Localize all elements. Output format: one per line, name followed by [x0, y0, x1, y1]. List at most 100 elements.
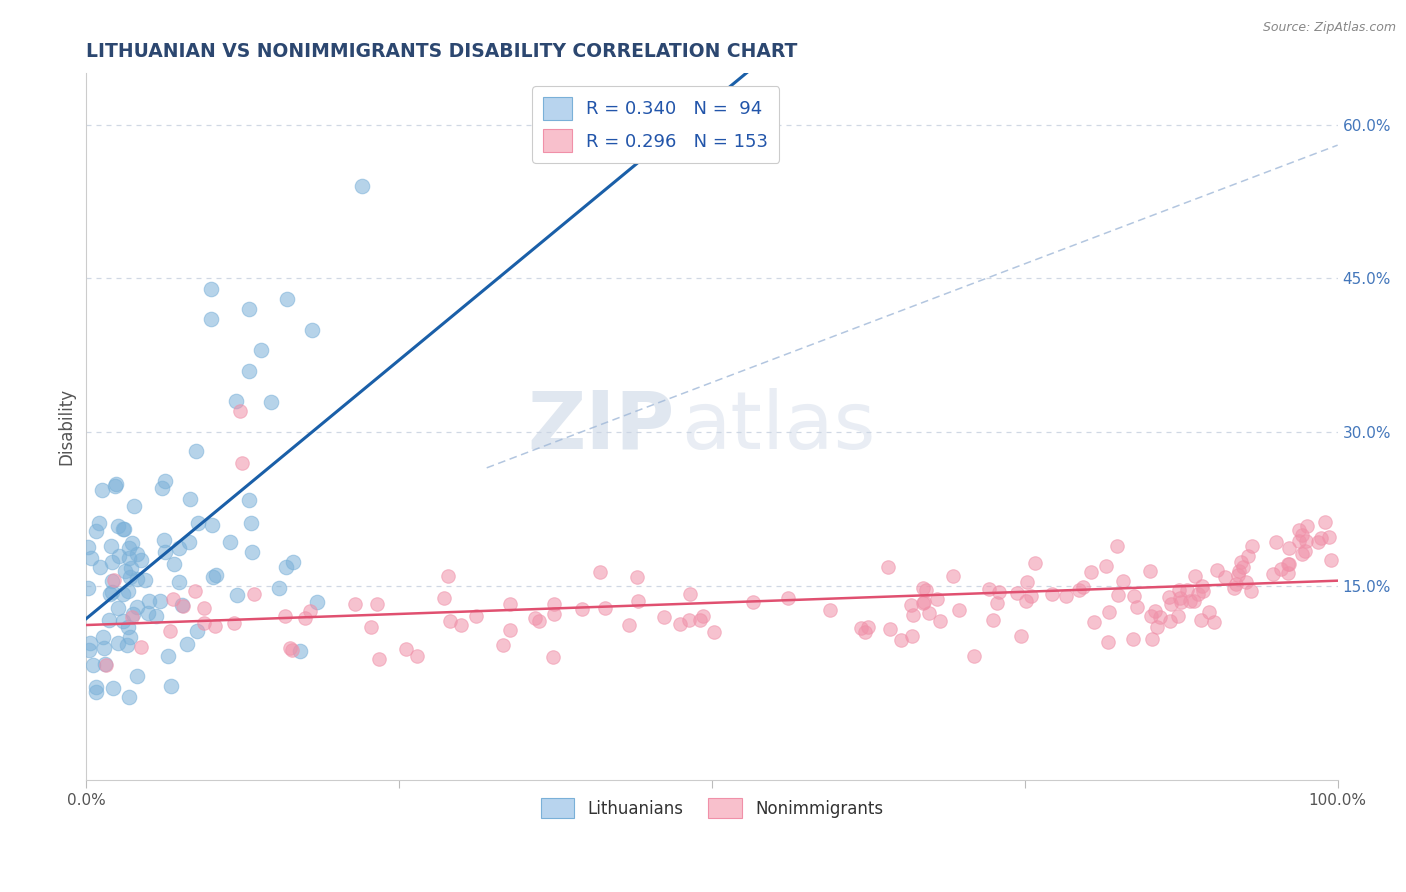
Y-axis label: Disability: Disability [58, 388, 75, 466]
Point [105, 476, 128, 491]
Point [360, 620, 382, 634]
Point [1296, 519, 1319, 533]
Point [1005, 585, 1028, 599]
Point [121, 607, 143, 621]
Point [218, 535, 240, 549]
Text: Source: ZipAtlas.com: Source: ZipAtlas.com [1263, 21, 1396, 34]
Point [152, 533, 174, 547]
Point [1315, 516, 1337, 530]
Point [439, 614, 461, 628]
Point [626, 570, 648, 584]
Point [1015, 594, 1038, 608]
Point [82, 658, 104, 673]
Point [465, 609, 488, 624]
Point [1232, 559, 1254, 574]
Point [267, 581, 290, 595]
Point [120, 630, 142, 644]
Point [77, 540, 100, 554]
Point [129, 640, 152, 655]
Point [1263, 566, 1285, 581]
Point [986, 596, 1008, 610]
Point [149, 594, 172, 608]
Point [115, 638, 138, 652]
Point [187, 516, 209, 531]
Point [1112, 574, 1135, 588]
Point [160, 679, 183, 693]
Point [1139, 608, 1161, 623]
Point [911, 581, 934, 595]
Point [929, 614, 952, 628]
Point [527, 614, 550, 628]
Point [127, 548, 149, 562]
Point [1097, 635, 1119, 649]
Point [1123, 589, 1146, 603]
Point [1204, 615, 1226, 630]
Point [901, 608, 924, 623]
Point [1288, 533, 1310, 548]
Point [1097, 605, 1119, 619]
Point [912, 594, 935, 608]
Point [118, 570, 141, 584]
Point [1175, 583, 1198, 598]
Point [1230, 554, 1253, 568]
Point [169, 575, 191, 590]
Point [259, 394, 281, 409]
Point [89, 559, 111, 574]
Point [925, 592, 948, 607]
Point [981, 613, 1004, 627]
Point [281, 556, 304, 570]
Point [741, 595, 763, 609]
Point [879, 622, 901, 636]
Point [499, 624, 522, 638]
Point [1160, 597, 1182, 611]
Point [1146, 620, 1168, 634]
Point [437, 569, 460, 583]
Point [205, 568, 228, 582]
Point [1310, 531, 1333, 545]
Point [117, 541, 139, 555]
Text: atlas: atlas [681, 388, 875, 466]
Point [120, 561, 142, 575]
Point [94, 657, 117, 672]
Point [100, 584, 122, 599]
Point [1277, 557, 1299, 571]
Point [778, 591, 800, 605]
Point [184, 583, 207, 598]
Point [1144, 604, 1167, 618]
Point [225, 394, 247, 409]
Point [543, 607, 565, 621]
Point [492, 638, 515, 652]
Point [1187, 587, 1209, 601]
Point [169, 541, 191, 556]
Point [406, 649, 429, 664]
Point [1317, 530, 1340, 544]
Point [238, 363, 260, 377]
Point [98, 587, 121, 601]
Point [1024, 556, 1046, 570]
Point [1270, 562, 1292, 576]
Point [186, 624, 208, 638]
Point [118, 690, 141, 705]
Point [853, 625, 876, 640]
Point [153, 475, 176, 489]
Point [1159, 590, 1181, 604]
Point [290, 644, 312, 658]
Point [79, 636, 101, 650]
Point [988, 585, 1011, 599]
Point [595, 601, 617, 615]
Point [692, 608, 714, 623]
Point [228, 404, 250, 418]
Point [121, 610, 143, 624]
Point [240, 516, 263, 530]
Point [127, 599, 149, 614]
Point [204, 618, 226, 632]
Point [274, 560, 297, 574]
Point [103, 681, 125, 695]
Point [111, 587, 134, 601]
Point [499, 597, 522, 611]
Point [617, 618, 640, 632]
Point [1277, 566, 1299, 580]
Point [108, 549, 131, 564]
Point [163, 558, 186, 572]
Point [1278, 541, 1301, 556]
